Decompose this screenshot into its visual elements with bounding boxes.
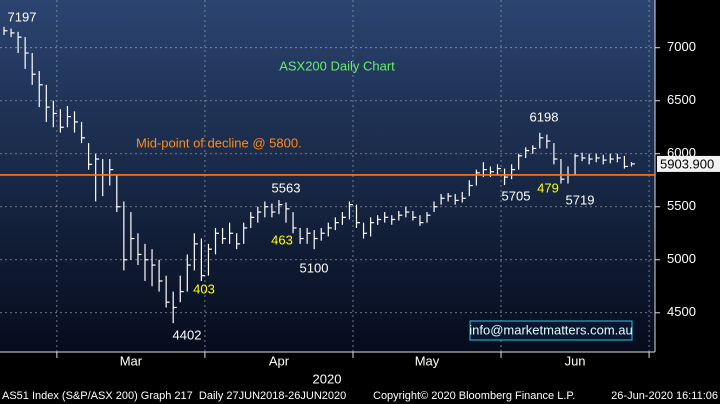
last-price-label: 5903.900 — [660, 156, 714, 171]
x-tick-label: Mar — [120, 353, 143, 368]
footer-date: 26-Jun-2020 16:11:06 — [611, 390, 718, 402]
plot-area — [0, 0, 655, 352]
annotation: 6198 — [530, 109, 559, 124]
x-axis-label: 2020 — [313, 371, 342, 386]
level-label: Mid-point of decline @ 5800. — [136, 135, 302, 150]
contact: info@marketmatters.com.au — [469, 322, 632, 337]
y-tick-label: 4500 — [667, 304, 696, 319]
annotation: 463 — [271, 232, 293, 247]
annotation: 7197 — [8, 9, 37, 24]
annotation: 5100 — [300, 260, 329, 275]
contact-box — [469, 320, 633, 341]
annotation: 4402 — [173, 327, 202, 342]
y-tick-label: 5500 — [667, 198, 696, 213]
chart-title: ASX200 Daily Chart — [279, 58, 395, 73]
x-tick-label: Apr — [269, 353, 290, 368]
y-tick-label: 6500 — [667, 92, 696, 107]
annotation: 5719 — [566, 192, 595, 207]
footer-copyright: Copyright© 2020 Bloomberg Finance L.P. — [373, 390, 575, 402]
footer-left: AS51 Index (S&P/ASX 200) Graph 217 Daily… — [2, 390, 346, 402]
annotation: 403 — [193, 281, 215, 296]
last-price-tag — [657, 155, 720, 172]
y-tick-label: 7000 — [667, 39, 696, 54]
x-tick-label: Jun — [565, 353, 586, 368]
x-tick-label: May — [415, 353, 440, 368]
annotation: 5705 — [502, 188, 531, 203]
annotation: 479 — [537, 180, 559, 195]
y-tick-label: 5000 — [667, 251, 696, 266]
annotation: 5563 — [272, 180, 301, 195]
